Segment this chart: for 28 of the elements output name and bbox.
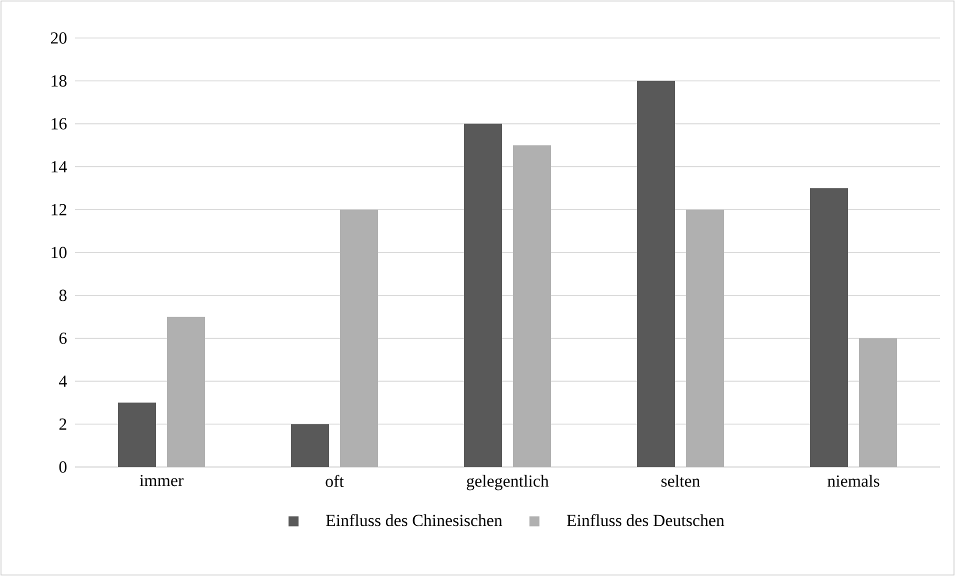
- y-tick-label: 10: [52, 246, 67, 258]
- bar: [340, 210, 378, 467]
- y-tick-label: 16: [52, 118, 67, 130]
- y-tick-label: 4: [59, 376, 67, 387]
- x-tick-label: oft: [326, 474, 344, 487]
- x-tick-label: niemals: [828, 474, 880, 487]
- y-tick-label: 18: [52, 75, 67, 87]
- y-tick-label: 20: [50, 32, 67, 44]
- bar: [810, 188, 848, 467]
- bar: [118, 402, 156, 467]
- y-tick-label: 8: [59, 290, 67, 302]
- y-tick-label: 2: [59, 418, 66, 430]
- bar: [686, 210, 724, 467]
- bar: [637, 80, 676, 467]
- bar: [464, 124, 502, 467]
- y-tick-label: 6: [59, 332, 67, 344]
- y-tick-label: 0: [59, 461, 67, 473]
- x-tick-label: selten: [661, 474, 700, 487]
- bar: [291, 424, 330, 467]
- x-tick-label: gelegentlich: [466, 474, 549, 490]
- bar: [513, 145, 552, 467]
- bar: [167, 316, 206, 467]
- bar: [859, 338, 898, 467]
- y-tick-label: 12: [52, 204, 66, 216]
- legend-label: Einfluss des Deutschen: [566, 514, 724, 526]
- x-tick-label: immer: [140, 474, 184, 486]
- legend-label: Einfluss des Chinesischen: [326, 514, 502, 526]
- y-tick-label: 14: [52, 161, 67, 172]
